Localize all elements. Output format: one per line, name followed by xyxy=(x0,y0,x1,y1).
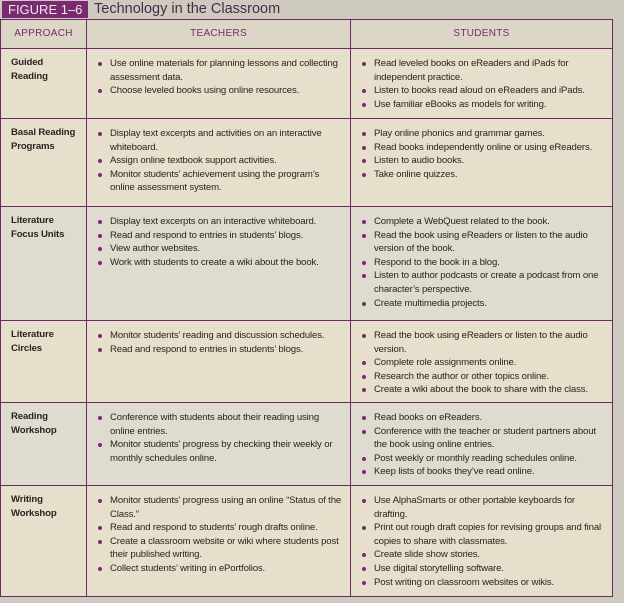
students-cell: Use AlphaSmarts or other portable keyboa… xyxy=(350,485,613,597)
approach-cell: Reading Workshop xyxy=(0,402,87,486)
students-list: Play online phonics and grammar games. Re… xyxy=(352,120,611,185)
table-row: Guided Reading Use online materials for p… xyxy=(0,48,613,119)
list-item: Take online quizzes. xyxy=(362,168,607,182)
list-item: Monitor students’ progress by checking t… xyxy=(98,438,345,465)
list-item: Post writing on classroom websites or wi… xyxy=(362,576,607,590)
list-item: Choose leveled books using online resour… xyxy=(98,84,345,98)
students-list: Complete a WebQuest related to the book.… xyxy=(352,208,611,314)
students-cell: Read books on eReaders. Conference with t… xyxy=(350,402,613,486)
list-item: Use online materials for planning lesson… xyxy=(98,57,345,84)
list-item: Create multimedia projects. xyxy=(362,297,607,311)
list-item: Collect students’ writing in ePortfolios… xyxy=(98,562,345,576)
students-cell: Complete a WebQuest related to the book.… xyxy=(350,206,613,321)
list-item: Read and respond to students’ rough draf… xyxy=(98,521,345,535)
teachers-list: Display text excerpts and activities on … xyxy=(88,120,349,199)
list-item: Create slide show stories. xyxy=(362,548,607,562)
table-row: Writing Workshop Monitor students’ progre… xyxy=(0,485,613,597)
approach-cell: Guided Reading xyxy=(0,48,87,119)
header-row: APPROACH TEACHERS STUDENTS xyxy=(0,19,613,49)
list-item: Listen to books read aloud on eReaders a… xyxy=(362,84,607,98)
list-item: Work with students to create a wiki abou… xyxy=(98,256,345,270)
list-item: Listen to author podcasts or create a po… xyxy=(362,269,607,296)
figure-label: FIGURE 1–6 xyxy=(2,1,89,18)
list-item: Read the book using eReaders or listen t… xyxy=(362,229,607,256)
list-item: Complete a WebQuest related to the book. xyxy=(362,215,607,229)
teachers-list: Monitor students’ progress using an onli… xyxy=(88,487,349,580)
column-header-students: STUDENTS xyxy=(350,19,613,49)
figure-caption: FIGURE 1–6 Technology in the Classroom xyxy=(0,0,624,19)
list-item: Read the book using eReaders or listen t… xyxy=(362,329,607,356)
list-item: Monitor students’ progress using an onli… xyxy=(98,494,345,521)
column-header-teachers: TEACHERS xyxy=(86,19,351,49)
list-item: Play online phonics and grammar games. xyxy=(362,127,607,141)
list-item: Respond to the book in a blog. xyxy=(362,256,607,270)
list-item: Use digital storytelling software. xyxy=(362,562,607,576)
list-item: Create a classroom website or wiki where… xyxy=(98,535,345,562)
list-item: Monitor students’ reading and discussion… xyxy=(98,329,345,343)
list-item: Read and respond to entries in students’… xyxy=(98,343,345,357)
list-item: Post weekly or monthly reading schedules… xyxy=(362,452,607,466)
teachers-list: Use online materials for planning lesson… xyxy=(88,50,349,102)
teachers-cell: Use online materials for planning lesson… xyxy=(86,48,351,119)
approach-cell: Literature Focus Units xyxy=(0,206,87,321)
list-item: Conference with the teacher or student p… xyxy=(362,425,607,452)
approach-cell: Basal Reading Programs xyxy=(0,118,87,207)
list-item: View author websites. xyxy=(98,242,345,256)
teachers-cell: Display text excerpts on an interactive … xyxy=(86,206,351,321)
list-item: Display text excerpts on an interactive … xyxy=(98,215,345,229)
list-item: Monitor students’ achievement using the … xyxy=(98,168,345,195)
list-item: Listen to audio books. xyxy=(362,154,607,168)
table-row: Literature Circles Monitor students’ read… xyxy=(0,320,613,403)
teachers-cell: Monitor students’ reading and discussion… xyxy=(86,320,351,403)
teachers-list: Conference with students about their rea… xyxy=(88,404,349,469)
list-item: Create a wiki about the book to share wi… xyxy=(362,383,607,397)
figure-title: Technology in the Classroom xyxy=(94,1,281,17)
list-item: Print out rough draft copies for revisin… xyxy=(362,521,607,548)
list-item: Use familiar eBooks as models for writin… xyxy=(362,98,607,112)
table-row: Reading Workshop Conference with students… xyxy=(0,402,613,486)
list-item: Display text excerpts and activities on … xyxy=(98,127,345,154)
technology-table: APPROACH TEACHERS STUDENTS Guided Readin… xyxy=(0,19,613,597)
list-item: Conference with students about their rea… xyxy=(98,411,345,438)
students-list: Read the book using eReaders or listen t… xyxy=(352,322,611,401)
list-item: Read books on eReaders. xyxy=(362,411,607,425)
teachers-cell: Monitor students’ progress using an onli… xyxy=(86,485,351,597)
teachers-cell: Display text excerpts and activities on … xyxy=(86,118,351,207)
students-list: Read leveled books on eReaders and iPads… xyxy=(352,50,611,115)
list-item: Complete role assignments online. xyxy=(362,356,607,370)
list-item: Read and respond to entries in students’… xyxy=(98,229,345,243)
list-item: Use AlphaSmarts or other portable keyboa… xyxy=(362,494,607,521)
list-item: Keep lists of books they’ve read online. xyxy=(362,465,607,479)
column-header-approach: APPROACH xyxy=(0,19,87,49)
students-cell: Play online phonics and grammar games. Re… xyxy=(350,118,613,207)
list-item: Research the author or other topics onli… xyxy=(362,370,607,384)
students-cell: Read the book using eReaders or listen t… xyxy=(350,320,613,403)
students-cell: Read leveled books on eReaders and iPads… xyxy=(350,48,613,119)
teachers-list: Display text excerpts on an interactive … xyxy=(88,208,349,273)
list-item: Read books independently online or using… xyxy=(362,141,607,155)
table-row: Basal Reading Programs Display text excer… xyxy=(0,118,613,207)
list-item: Assign online textbook support activitie… xyxy=(98,154,345,168)
list-item: Read leveled books on eReaders and iPads… xyxy=(362,57,607,84)
teachers-list: Monitor students’ reading and discussion… xyxy=(88,322,349,360)
students-list: Use AlphaSmarts or other portable keyboa… xyxy=(352,487,611,593)
approach-cell: Literature Circles xyxy=(0,320,87,403)
approach-cell: Writing Workshop xyxy=(0,485,87,597)
teachers-cell: Conference with students about their rea… xyxy=(86,402,351,486)
students-list: Read books on eReaders. Conference with t… xyxy=(352,404,611,483)
table-row: Literature Focus Units Display text excer… xyxy=(0,206,613,321)
